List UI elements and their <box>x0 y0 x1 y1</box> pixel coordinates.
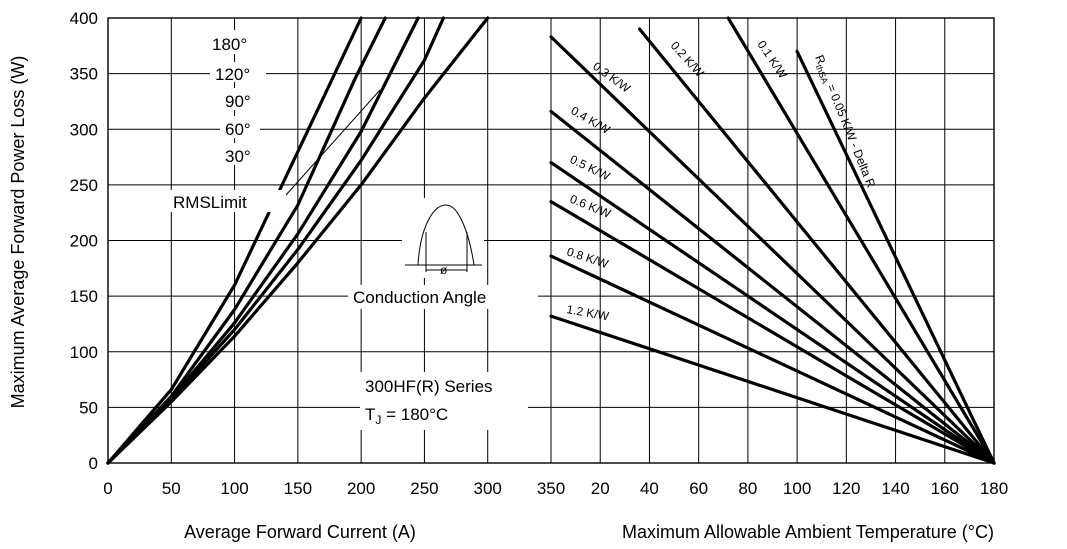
left-curve-3 <box>106 16 387 465</box>
series-title: 300HF(R) Series <box>365 377 493 396</box>
tj-subscript: J <box>375 413 381 427</box>
right-x-tick-label-160: 160 <box>931 479 959 498</box>
y-axis-title: Maximum Average Forward Power Loss (W) <box>8 56 28 409</box>
rms-limit-label: RMSLimit <box>173 193 247 212</box>
left-x-tick-label-100: 100 <box>220 479 248 498</box>
label-bg-30 <box>220 143 260 165</box>
tj-value: = 180°C <box>381 405 448 424</box>
label-180: 180° <box>212 35 247 54</box>
left-x-tick-label-50: 50 <box>162 479 181 498</box>
tj-symbol: T <box>365 405 375 424</box>
right-line-3 <box>549 35 996 465</box>
right-line-1 <box>726 16 996 465</box>
right-x-tick-label-100: 100 <box>783 479 811 498</box>
thermal-resistance-labels: 0.3 K/W 0.2 K/W 0.1 K/W 0.4 K/W 0.5 K/W … <box>565 38 878 324</box>
left-x-tick-label-150: 150 <box>284 479 312 498</box>
label-bg-120 <box>210 62 266 82</box>
left-x-tick-label-300: 300 <box>474 479 502 498</box>
right-x-tick-label-40: 40 <box>640 479 659 498</box>
conduction-label-bg <box>348 285 538 309</box>
left-x-tick-label-0: 0 <box>103 479 112 498</box>
left-x-tick-label-250: 250 <box>410 479 438 498</box>
right-x-axis-title: Maximum Allowable Ambient Temperature (°… <box>622 522 994 542</box>
left-x-axis-title: Average Forward Current (A) <box>184 522 416 542</box>
conduction-angle-label: Conduction Angle <box>353 288 486 307</box>
label-bg-60 <box>220 116 260 138</box>
y-tick-label-300: 300 <box>70 120 98 139</box>
plot-frame <box>107 17 995 464</box>
r-label-0.1: 0.1 K/W <box>755 38 791 82</box>
rms-limit-pointer <box>285 89 381 196</box>
right-line-2 <box>638 27 996 465</box>
left-x-tick-label-350: 350 <box>537 479 565 498</box>
right-x-tick-label-120: 120 <box>832 479 860 498</box>
diagram-phi-symbol: ø <box>440 263 448 277</box>
y-tick-label-400: 400 <box>70 9 98 28</box>
left-x-tick-label-200: 200 <box>347 479 375 498</box>
series-info-box: 300HF(R) Series TJ = 180°C <box>360 372 528 430</box>
y-tick-label-150: 150 <box>70 287 98 306</box>
rth-value: = 0.05 K/W - Delta R <box>823 79 879 190</box>
label-60: 60° <box>225 120 251 139</box>
left-curve-4 <box>106 16 363 465</box>
junction-temperature: TJ = 180°C <box>365 405 448 427</box>
tick-labels: 0 50 100 150 200 250 300 350 400 0 50 100 150 200 250 3… <box>70 9 1009 498</box>
right-line-7 <box>549 254 996 465</box>
right-x-tick-label-80: 80 <box>738 479 757 498</box>
label-bg-180 <box>208 30 266 54</box>
y-tick-label-50: 50 <box>79 398 98 417</box>
right-line-8 <box>549 314 996 465</box>
right-line-0 <box>795 49 996 465</box>
right-x-tick-label-140: 140 <box>881 479 909 498</box>
right-line-6 <box>549 200 996 465</box>
y-tick-label-200: 200 <box>70 232 98 251</box>
right-line-5 <box>549 161 996 465</box>
label-bg-90 <box>220 88 260 110</box>
diagram-sine-pulse <box>417 204 475 266</box>
right-x-tick-label-60: 60 <box>689 479 708 498</box>
r-label-0.3: 0.3 K/W <box>590 59 633 96</box>
right-x-tick-label-180: 180 <box>980 479 1008 498</box>
r-label-1.2: 1.2 K/W <box>565 302 610 323</box>
label-30: 30° <box>225 147 251 166</box>
rms-limit-annotation: RMSLimit <box>170 89 381 212</box>
y-tick-label-0: 0 <box>89 454 98 473</box>
conduction-angle-diagram: ø Conduction Angle <box>348 198 538 309</box>
rms-limit-bg <box>170 190 282 212</box>
data-curves <box>106 16 996 465</box>
y-tick-label-350: 350 <box>70 65 98 84</box>
y-tick-label-100: 100 <box>70 343 98 362</box>
right-line-4 <box>549 109 996 465</box>
conduction-angle-labels: 180° 120° 90° 60° 30° <box>208 30 266 166</box>
y-tick-label-250: 250 <box>70 176 98 195</box>
right-x-tick-label-20: 20 <box>591 479 610 498</box>
label-90: 90° <box>225 92 251 111</box>
label-120: 120° <box>215 65 250 84</box>
series-info-bg <box>360 372 528 430</box>
